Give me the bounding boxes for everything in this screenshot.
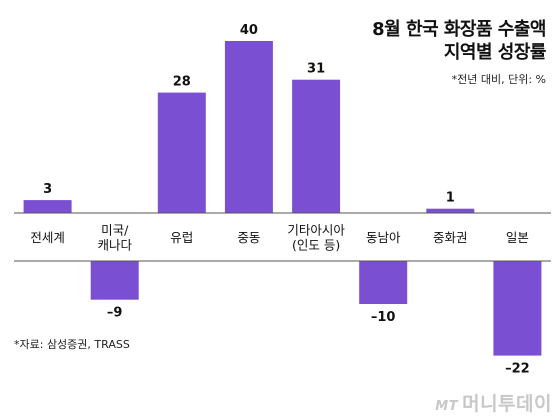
bar <box>292 79 341 213</box>
source-note: *자료: 삼성증권, TRASS <box>14 338 130 351</box>
category-label: 중화권 <box>433 230 468 245</box>
bar <box>493 261 542 356</box>
data-label: 1 <box>446 191 455 206</box>
bar <box>90 261 139 300</box>
bar <box>359 261 408 304</box>
watermark-text: 머니투데이 <box>462 393 552 415</box>
category-label: 전세계 <box>30 230 65 245</box>
data-label: –22 <box>505 362 530 377</box>
category-label: 동남아 <box>366 230 401 245</box>
bar <box>23 200 72 213</box>
bar <box>157 92 206 213</box>
data-label: –10 <box>371 310 396 325</box>
chart-subtitle: *전년 대비, 단위: % <box>451 73 546 86</box>
bar <box>224 41 273 213</box>
chart-title-line-2: 지역별 성장률 <box>443 42 547 63</box>
chart-title: 8월 한국 화장품 수출액 지역별 성장률 <box>372 18 546 64</box>
category-label: 유럽 <box>170 230 193 245</box>
data-label: 28 <box>173 75 191 90</box>
category-label: 미국/캐나다 <box>97 223 132 253</box>
category-label: 기타아시아 (인도 등) <box>287 223 345 253</box>
data-label: 40 <box>240 23 258 38</box>
bar <box>426 208 475 213</box>
data-label: –9 <box>107 306 123 321</box>
data-label: 3 <box>43 182 52 197</box>
chart-title-line-1: 8월 한국 화장품 수출액 <box>372 19 546 40</box>
watermark-mt-mark: MT <box>435 399 459 414</box>
data-label: 31 <box>307 62 325 77</box>
category-label: 일본 <box>506 230 529 245</box>
category-label: 중동 <box>237 230 260 245</box>
watermark-logo: MT 머니투데이 <box>435 389 552 416</box>
